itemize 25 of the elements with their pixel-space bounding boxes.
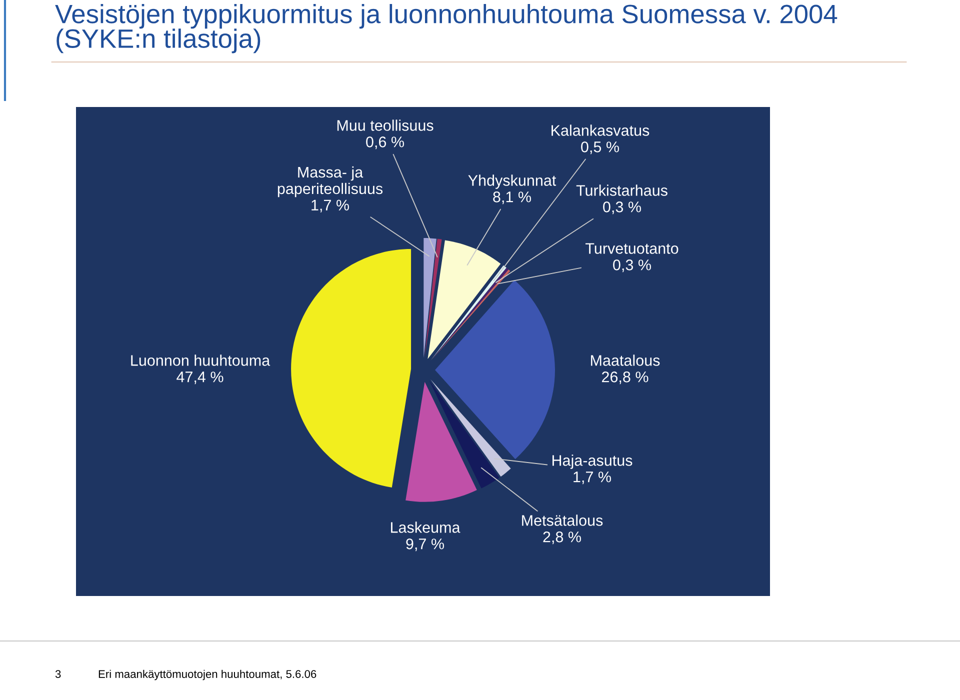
slice-label: Turkistarhaus bbox=[576, 184, 668, 196]
slice-label: Maatalous bbox=[591, 354, 660, 366]
chart-title: Vesistöjen typpikuormitus ja luonnonhuuhtouma Suomessa v. 2004 (SYKE:n tilastoja) bbox=[55, 4, 838, 54]
slice-label: Muu teollisuus bbox=[337, 120, 434, 131]
slice-label: Massa- ja paperiteollisuus bbox=[278, 166, 383, 198]
data-label: 47,4 % bbox=[176, 372, 224, 384]
data-label: 1,7 % bbox=[574, 472, 611, 484]
slice-label: Laskeuma bbox=[391, 522, 460, 533]
data-label: 0,5 % bbox=[581, 142, 619, 154]
data-label: 9,7 % bbox=[406, 538, 444, 552]
text: 3 bbox=[55, 670, 61, 678]
data-label: 26,8 % bbox=[602, 372, 648, 384]
data-label: 0,3 % bbox=[613, 260, 651, 272]
slice-label: Luonnon huuhtouma bbox=[131, 354, 270, 366]
slice-label: Yhdyskunnat bbox=[468, 174, 556, 189]
slice-label: Haja-asutus bbox=[552, 454, 632, 469]
slice-label: Turvetuotanto bbox=[586, 243, 678, 254]
slice-label: Metsätalous bbox=[522, 514, 603, 526]
data-label: 0,3 % bbox=[603, 202, 641, 214]
data-label: 1,7 % bbox=[312, 200, 349, 212]
text: Eri maankäyttömuotojen huuhtoumat, 5.6.06 bbox=[98, 670, 316, 680]
data-label: 0,6 % bbox=[366, 136, 404, 150]
slice-label: Kalankasvatus bbox=[552, 124, 650, 136]
data-label: 2,8 % bbox=[543, 532, 581, 544]
data-label: 8,1 % bbox=[493, 192, 531, 204]
